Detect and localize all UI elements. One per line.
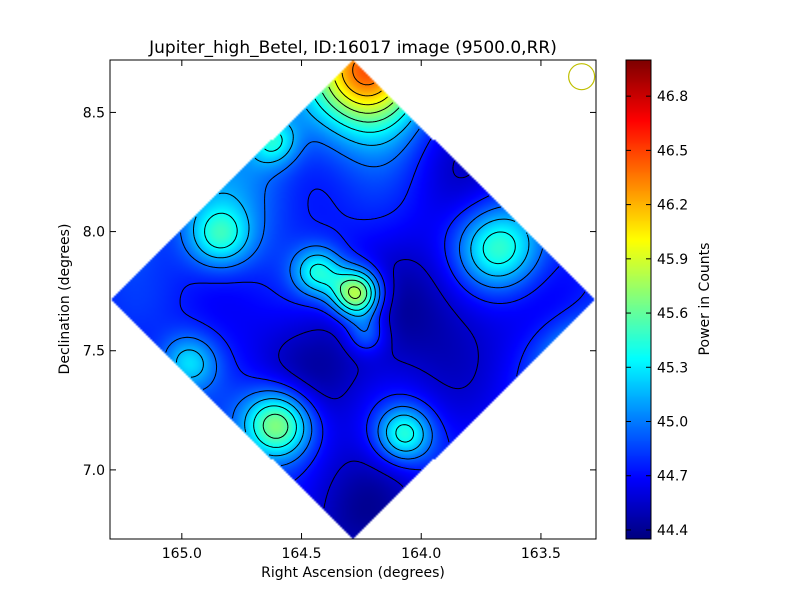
colorbar-tick-label: 44.4 xyxy=(657,523,688,539)
colorbar-tick-label: 46.2 xyxy=(657,198,688,214)
contour-line xyxy=(204,98,516,448)
heatmap-image xyxy=(110,60,596,539)
colorbar-gradient xyxy=(626,60,651,539)
contour-line xyxy=(334,80,388,106)
x-tick-label: 164.0 xyxy=(401,546,441,562)
contour-line xyxy=(352,62,375,86)
y-tick-label: 7.0 xyxy=(83,463,105,479)
y-tick-label: 8.5 xyxy=(83,105,105,121)
axes-frame xyxy=(109,59,597,540)
contour-line xyxy=(175,108,530,457)
colorbar-frame xyxy=(625,59,652,540)
x-axis-ticks: 165.0 164.5 164.0 163.5 xyxy=(162,60,561,562)
y-axis-label: Declination (degrees) xyxy=(57,224,73,375)
contour-line xyxy=(328,86,394,299)
colorbar-tick-label: 46.5 xyxy=(657,143,688,159)
x-tick-label: 165.0 xyxy=(162,546,202,562)
colorbar-tick-label: 45.6 xyxy=(657,306,688,322)
contour-line xyxy=(179,138,586,481)
contour-line xyxy=(341,72,382,97)
contour-line xyxy=(262,92,400,439)
y-tick-label: 8.0 xyxy=(83,225,105,241)
contour-line xyxy=(278,160,479,509)
y-tick-label: 7.5 xyxy=(83,344,105,360)
colorbar-tick-label: 45.3 xyxy=(657,360,688,376)
contour-line xyxy=(165,128,543,467)
beam-marker xyxy=(568,63,596,91)
x-axis-label: Right Ascension (degrees) xyxy=(261,565,445,581)
colorbar-tick-label: 44.7 xyxy=(657,469,688,485)
colorbar-ticks: 44.4 44.7 45.0 45.3 45.6 45.9 46.2 46.5 46.8 xyxy=(626,89,688,539)
contour-lines xyxy=(165,62,586,509)
x-tick-label: 164.5 xyxy=(281,546,321,562)
y-axis-ticks: 7.0 7.5 8.0 8.5 xyxy=(83,105,596,479)
colorbar-tick-label: 46.8 xyxy=(657,89,688,105)
colorbar: 44.4 44.7 45.0 45.3 45.6 45.9 46.2 46.5 46.8 Pow… xyxy=(625,59,713,540)
colorbar-label: Power in Counts xyxy=(697,243,713,356)
colorbar-tick-label: 45.0 xyxy=(657,415,688,431)
colorbar-tick-label: 45.9 xyxy=(657,252,688,268)
chart-title: Jupiter_high_Betel, ID:16017 image (9500… xyxy=(148,38,557,58)
plot-area xyxy=(110,60,596,539)
x-tick-label: 163.5 xyxy=(521,546,561,562)
